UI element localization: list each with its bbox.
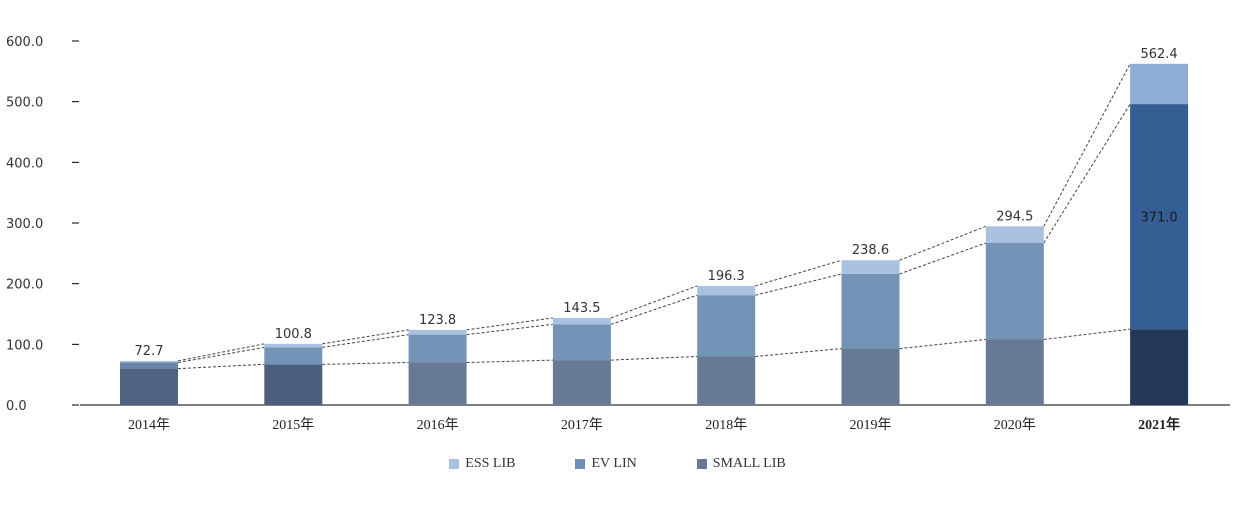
bar-ev-lin [552, 324, 611, 361]
x-tick-label: 2017年 [561, 417, 603, 433]
total-label: 100.8 [275, 327, 312, 342]
trend-line [177, 363, 265, 370]
total-label: 562.4 [1140, 47, 1177, 62]
x-tick-label: 2021年 [1138, 416, 1180, 433]
trend-line [466, 323, 553, 336]
inner-value-label: 371.0 [1140, 211, 1177, 226]
y-tick-label: 500.0 [6, 96, 43, 111]
bar-ess-lib [120, 360, 178, 363]
legend-label-small: SMALL LIB [712, 456, 786, 471]
legend: ESS LIB EV LIN SMALL LIB [0, 456, 1235, 472]
bar-ess-lib [841, 260, 900, 274]
total-label: 294.5 [996, 209, 1033, 224]
legend-item-small: SMALL LIB [696, 456, 786, 472]
bar-small-lib [697, 356, 756, 405]
trend-line [177, 343, 265, 362]
legend-item-ev: EV LIN [575, 456, 637, 472]
bar-ev-lin [697, 295, 756, 357]
bar-ess-lib [985, 226, 1044, 244]
y-tick-label: 0.0 [6, 399, 27, 414]
bar-small-lib [264, 364, 323, 405]
legend-label-ess: ESS LIB [465, 456, 516, 471]
x-tick-label: 2015年 [272, 417, 314, 433]
bar-ess-lib [552, 317, 611, 325]
total-label: 143.5 [563, 301, 600, 316]
bar-ess-lib [1130, 63, 1189, 105]
bar-small-lib [552, 360, 611, 405]
trend-line [1043, 328, 1131, 340]
trend-line [755, 259, 842, 287]
bar-ess-lib [697, 285, 756, 296]
y-tick-label: 300.0 [6, 217, 43, 232]
trend-line [322, 334, 409, 348]
x-tick-label: 2018年 [705, 417, 747, 433]
bar-ess-lib [408, 329, 467, 335]
bar-small-lib [120, 368, 178, 405]
data-labels: 72.7 100.8 123.8 143.5 196.3 238.6 294.5 562.4 3… [135, 47, 1178, 359]
y-axis: 0.0 100.0 200.0 300.0 400.0 500.0 600.0 [6, 35, 79, 414]
y-tick-label: 100.0 [6, 338, 43, 353]
y-tick-label: 400.0 [6, 156, 43, 171]
bar-ev-lin [1130, 104, 1189, 330]
trend-line [899, 338, 986, 350]
trend-line [755, 348, 842, 357]
legend-swatch-ess [449, 459, 460, 469]
bar-ev-lin [985, 243, 1044, 340]
trend-line [899, 242, 986, 275]
stacked-bar-chart: 0.0 100.0 200.0 300.0 400.0 500.0 600.0 72.7 10… [6, 35, 1230, 433]
trend-line [1043, 63, 1131, 227]
bar-ev-lin [408, 334, 467, 363]
trend-lines [177, 63, 1131, 370]
x-tick-label: 2014年 [128, 417, 170, 433]
bar-ev-lin [841, 273, 900, 349]
legend-swatch-small [696, 459, 707, 469]
x-tick-label: 2019年 [850, 417, 892, 433]
trend-line [1043, 103, 1131, 244]
trend-line [899, 225, 986, 261]
total-label: 123.8 [419, 313, 456, 328]
bar-ess-lib [264, 343, 323, 348]
trend-line [322, 329, 409, 345]
trend-line [322, 362, 409, 365]
x-tick-label: 2016年 [417, 417, 459, 433]
total-label: 196.3 [708, 269, 745, 284]
x-tick-label: 2020年 [994, 417, 1036, 433]
bar-small-lib [985, 339, 1044, 405]
trend-line [755, 273, 842, 296]
bar-ev-lin [120, 362, 178, 369]
trend-line [177, 346, 265, 364]
trend-line [610, 294, 698, 325]
y-tick-label: 600.0 [6, 35, 43, 50]
legend-swatch-ev [575, 459, 586, 469]
legend-label-ev: EV LIN [591, 456, 637, 471]
trend-line [610, 285, 698, 319]
legend-item-ess: ESS LIB [449, 456, 515, 472]
bar-small-lib [408, 362, 467, 405]
trend-line [610, 355, 698, 361]
bars [120, 63, 1189, 405]
bar-small-lib [1130, 329, 1189, 405]
trend-line [466, 359, 553, 364]
total-label: 238.6 [852, 243, 889, 258]
trend-line [466, 317, 553, 331]
y-tick-label: 200.0 [6, 278, 43, 293]
total-label: 72.7 [135, 344, 164, 359]
bar-ev-lin [264, 347, 323, 365]
bar-small-lib [841, 348, 900, 405]
x-axis-labels: 2014年 2015年 2016年 2017年 2018年 2019年 2020年 2021年 [128, 416, 1180, 433]
